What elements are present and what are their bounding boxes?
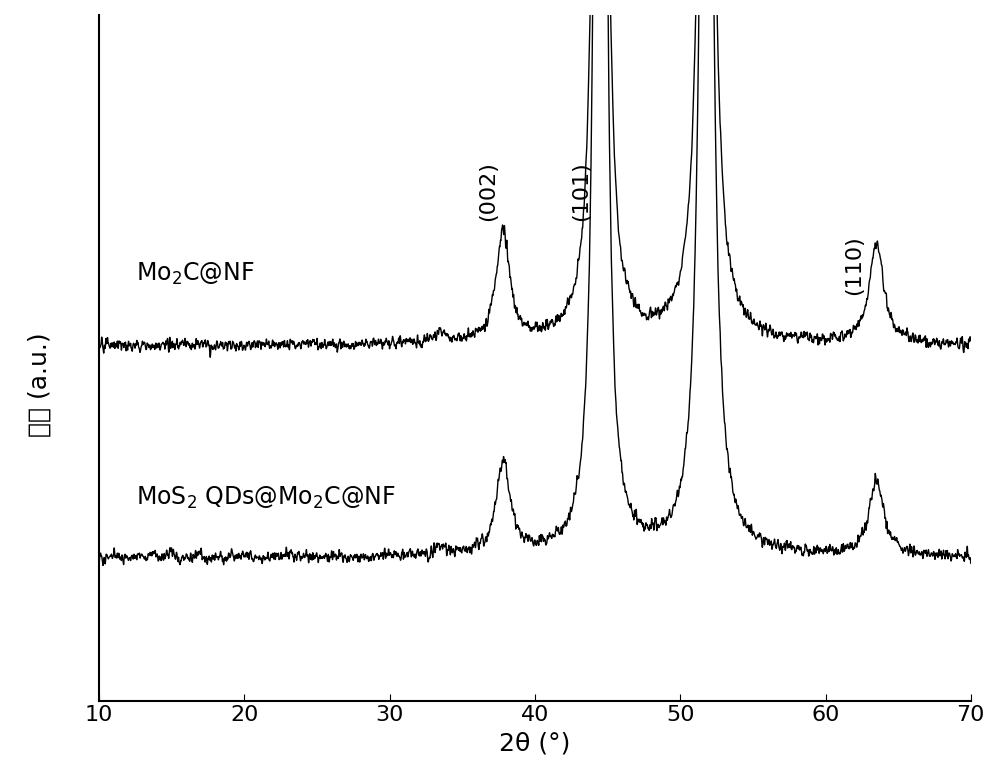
- Text: (110): (110): [845, 236, 865, 296]
- Text: MoS$_2$ QDs@Mo$_2$C@NF: MoS$_2$ QDs@Mo$_2$C@NF: [136, 485, 395, 511]
- Text: Mo$_2$C@NF: Mo$_2$C@NF: [136, 260, 254, 286]
- Text: (002): (002): [479, 161, 499, 221]
- X-axis label: 2θ (°): 2θ (°): [499, 731, 571, 755]
- Text: 强度 (a.u.): 强度 (a.u.): [28, 333, 52, 437]
- Text: (101): (101): [571, 161, 591, 221]
